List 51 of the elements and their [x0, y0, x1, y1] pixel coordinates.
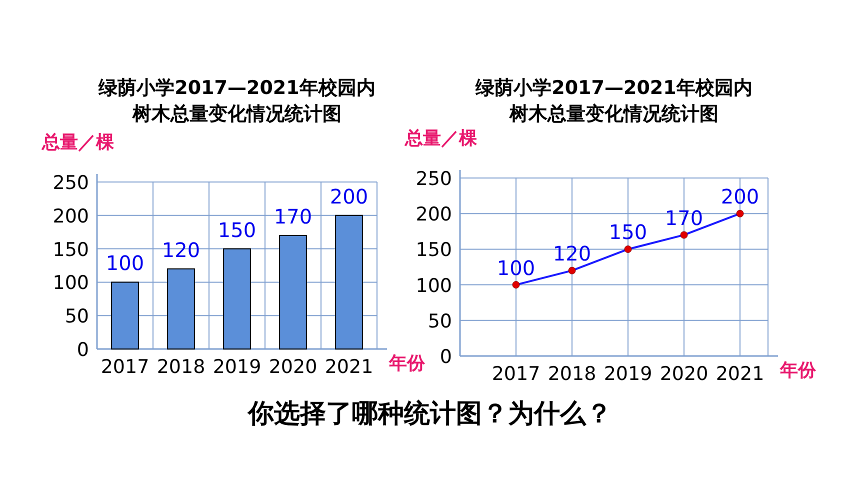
- chart-title: 绿荫小学2017—2021年校园内: [474, 77, 752, 99]
- data-label: 120: [162, 238, 200, 262]
- data-label: 150: [218, 218, 256, 242]
- point: [736, 210, 744, 218]
- x-axis-title: 年份: [779, 360, 817, 381]
- bar: [279, 234, 307, 350]
- data-label: 170: [664, 206, 704, 230]
- data-label: 200: [720, 184, 760, 209]
- y-tick-label: 250: [416, 168, 452, 190]
- y-tick-label: 150: [52, 238, 89, 261]
- point: [680, 231, 688, 239]
- y-axis-title: 总量／棵: [404, 128, 478, 149]
- y-tick-label: 100: [416, 274, 452, 297]
- x-tick-label: 2021: [716, 363, 764, 385]
- bar: [111, 282, 139, 350]
- text: 你选择了哪种统计图？为什么？: [247, 399, 612, 429]
- chart-title: 绿荫小学2017—2021年校园内: [98, 77, 376, 99]
- bar: [223, 248, 251, 350]
- x-tick-label: 2017: [492, 363, 540, 385]
- y-axis-title: 总量／棵: [41, 132, 115, 153]
- x-tick-label: 2020: [660, 363, 708, 385]
- x-tick-label: 2018: [156, 356, 206, 378]
- y-tick-label: 0: [76, 339, 89, 361]
- x-tick-label: 2019: [604, 363, 652, 385]
- data-label: 170: [274, 204, 312, 228]
- bar: [167, 268, 195, 350]
- y-tick-label: 50: [64, 306, 89, 328]
- x-tick-label: 2018: [548, 363, 596, 385]
- y-tick-label: 50: [428, 310, 452, 332]
- chart-subtitle: 树木总量变化情况统计图: [508, 103, 718, 125]
- y-tick-label: 100: [52, 272, 89, 294]
- x-tick-label: 2019: [212, 356, 262, 378]
- x-tick-label: 2017: [100, 356, 150, 378]
- x-axis-title: 年份: [388, 353, 426, 374]
- point: [512, 281, 520, 289]
- x-tick-label: 2021: [324, 356, 374, 378]
- y-tick-label: 200: [416, 204, 452, 226]
- data-label: 100: [106, 251, 144, 276]
- point: [624, 245, 632, 253]
- data-label: 100: [496, 256, 536, 280]
- y-tick-label: 150: [416, 239, 452, 262]
- point: [568, 266, 576, 274]
- y-tick-label: 0: [440, 346, 452, 368]
- x-tick-label: 2020: [268, 356, 318, 378]
- bar: [335, 214, 363, 350]
- data-label: 200: [330, 184, 368, 208]
- data-label: 150: [608, 220, 648, 244]
- chart-subtitle: 树木总量变化情况统计图: [132, 103, 342, 125]
- y-tick-label: 250: [52, 172, 89, 194]
- data-label: 120: [552, 242, 592, 266]
- y-tick-label: 200: [52, 205, 89, 228]
